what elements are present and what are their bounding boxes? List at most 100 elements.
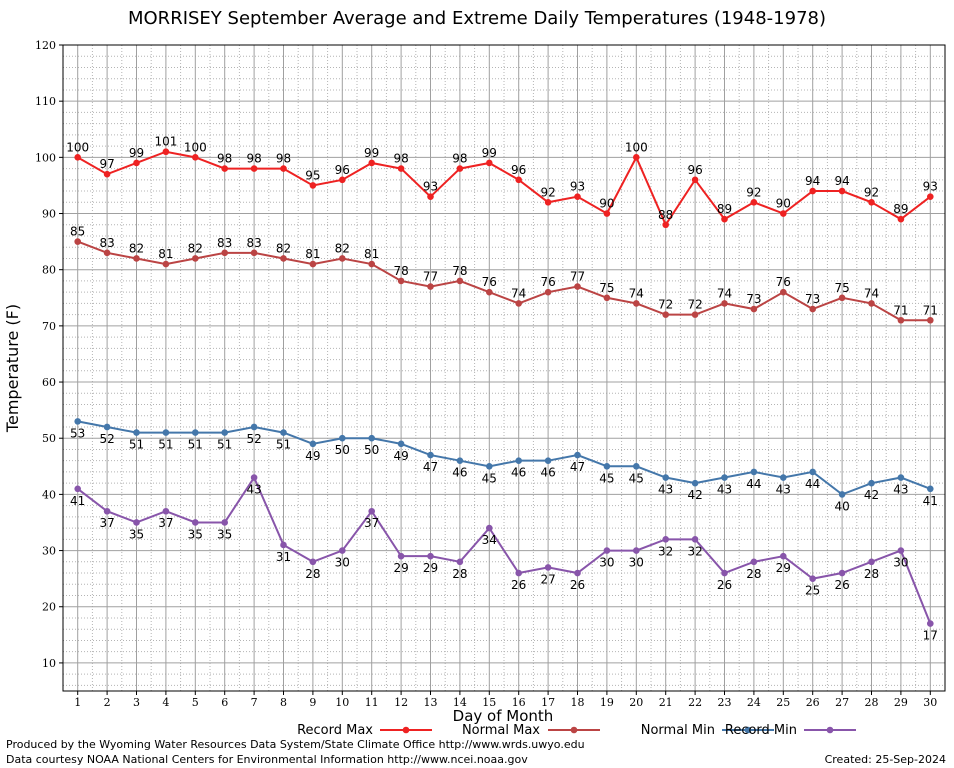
data-label: 83 [217,236,232,250]
x-tick-label: 12 [394,696,408,709]
data-point [897,547,905,554]
data-point [544,198,552,206]
data-label: 76 [776,275,791,289]
data-label: 96 [335,163,350,177]
x-tick-label: 16 [512,696,526,709]
data-label: 26 [511,578,526,592]
data-label: 37 [158,516,173,530]
data-point [721,474,728,481]
data-point [927,620,934,627]
data-point [603,210,611,217]
data-point [456,558,464,566]
data-label: 71 [923,303,938,317]
data-point [662,474,669,481]
data-point [368,434,376,442]
x-tick-label: 26 [806,696,820,709]
data-point [368,260,376,268]
data-point [309,260,317,268]
x-tick-label: 24 [747,696,761,709]
series-line [77,475,932,624]
data-label: 98 [276,152,291,166]
data-point [838,569,846,577]
data-point [397,277,405,285]
data-point [280,429,287,436]
x-tick-label: 9 [309,696,316,709]
series-line [77,150,931,227]
data-point [309,182,317,189]
plot-frame [62,44,946,692]
data-point [162,429,170,436]
y-axis-label: Temperature (F) [3,304,22,433]
data-label: 46 [452,466,467,480]
data-label: 52 [99,432,114,446]
series-normal-max: 85 83 82 81 82 83 83 82 81 82 81 78 77 78 76 74 76 77 75 74… [70,225,938,324]
data-point [280,541,287,549]
y-tick-label: 30 [42,545,56,558]
legend-label: Normal Min [641,723,715,738]
data-label: 29 [423,561,438,575]
data-label: 75 [599,281,614,295]
legend: Record Max Normal Max Normal Min Record Min [297,723,856,738]
data-label: 101 [154,135,177,149]
data-label: 44 [805,477,820,491]
data-point [74,154,81,161]
y-tick-label: 60 [42,376,56,389]
x-tick-label: 22 [688,696,702,709]
data-label: 43 [893,483,908,497]
data-label: 92 [540,185,555,199]
data-point [721,300,728,307]
data-point [486,159,493,167]
data-point [250,249,258,257]
data-label: 77 [423,270,438,284]
data-point [897,474,905,481]
data-point [309,440,317,448]
data-point [103,423,111,431]
data-point [103,249,111,257]
data-label: 51 [158,438,173,452]
data-label: 89 [717,202,732,216]
data-point [486,463,493,470]
data-point [927,193,934,200]
created-date: Created: 25-Sep-2024 [824,753,946,766]
chart-title: MORRISEY September Average and Extreme D… [127,8,826,29]
data-label: 51 [188,438,203,452]
data-point [456,165,464,172]
data-point [544,288,552,296]
data-point [397,440,405,448]
data-point [339,434,346,442]
data-point [221,429,228,436]
legend-label: Normal Max [462,723,540,738]
data-label: 52 [246,432,261,446]
data-point [339,255,346,262]
data-label: 45 [599,471,614,485]
data-point [133,159,140,167]
data-label: 40 [834,499,849,513]
y-tick-label: 110 [35,95,56,108]
data-label: 41 [923,494,938,508]
x-tick-label: 1 [74,696,81,709]
data-label: 25 [805,584,820,598]
data-point [750,305,758,313]
data-point [662,311,669,318]
data-point [809,305,816,313]
data-point [750,198,758,206]
data-point [456,457,464,464]
data-label: 81 [305,247,320,261]
data-label: 85 [70,225,85,239]
data-label: 82 [335,241,350,255]
data-label: 74 [864,286,879,300]
data-point [339,176,346,184]
data-point [750,468,758,476]
data-label: 82 [188,241,203,255]
data-label: 53 [70,426,85,440]
data-point [633,547,640,554]
data-label: 44 [746,477,761,491]
series-line [77,240,931,322]
data-label: 41 [70,494,85,508]
data-label: 29 [393,561,408,575]
data-point [280,255,287,262]
x-tick-label: 18 [571,696,585,709]
data-point [486,288,493,296]
data-label: 72 [658,298,673,312]
series-line [77,420,931,496]
